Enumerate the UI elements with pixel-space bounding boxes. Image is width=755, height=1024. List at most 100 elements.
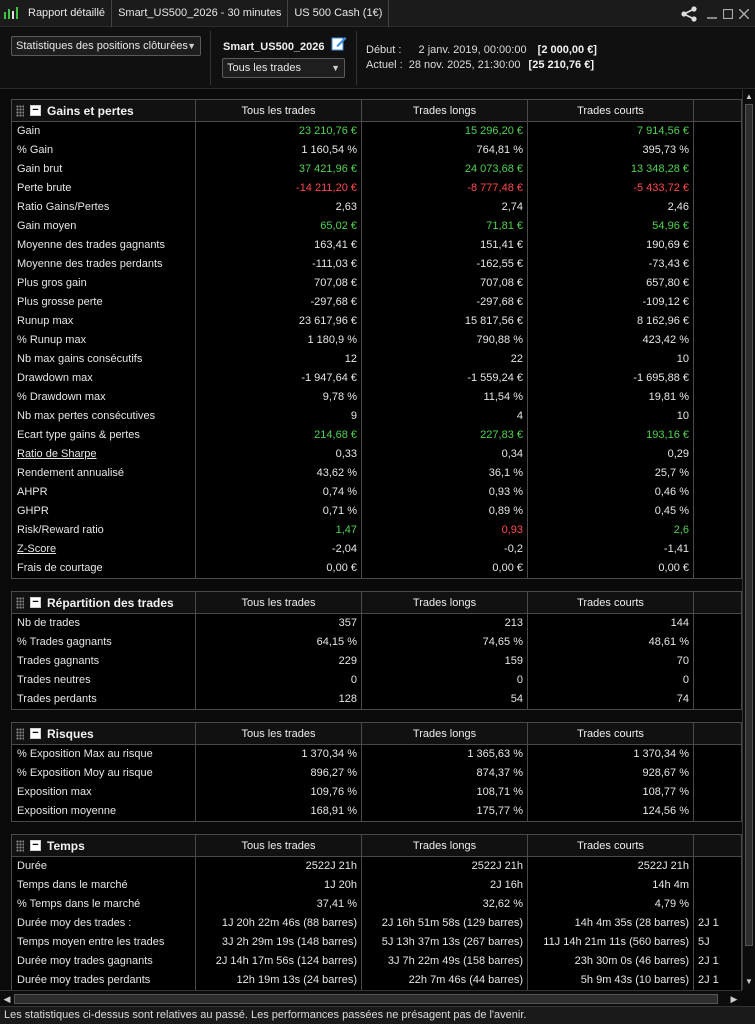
stat-label: Ratio Gains/Pertes [12, 198, 196, 217]
stat-label: Plus gros gain [12, 274, 196, 293]
statistics-view-select[interactable]: Statistiques des positions clôturées ▼ [11, 36, 201, 56]
stat-value: 37,41 % [196, 895, 362, 914]
column-header: Trades courts [528, 723, 694, 744]
column-header: Tous les trades [196, 723, 362, 744]
drag-handle-icon[interactable] [16, 727, 24, 740]
stat-value: 0 [528, 671, 694, 690]
section-title-cell: − Temps [12, 835, 196, 856]
stat-row: Ratio de Sharpe 0,33 0,34 0,29 [12, 445, 741, 464]
stat-value-overflow [694, 521, 741, 540]
column-header-overflow [694, 100, 741, 121]
stat-label: Temps dans le marché [12, 876, 196, 895]
stat-value-overflow [694, 407, 741, 426]
stat-label: Trades perdants [12, 690, 196, 709]
stat-row: Durée 2522J 21h 2522J 21h 2522J 21h [12, 857, 741, 876]
drag-handle-icon[interactable] [16, 104, 24, 117]
minimize-icon[interactable] [705, 0, 719, 27]
stat-value: 0,00 € [362, 559, 528, 578]
stat-value-overflow [694, 857, 741, 876]
stat-value-overflow [694, 464, 741, 483]
stat-value: 19,81 % [528, 388, 694, 407]
stat-label: % Gain [12, 141, 196, 160]
stat-value: 1 160,54 % [196, 141, 362, 160]
stat-row: Nb de trades 357 213 144 [12, 614, 741, 633]
stat-value: 5J 13h 37m 13s (267 barres) [362, 933, 528, 952]
stat-value: 168,91 % [196, 802, 362, 821]
stat-value: 7 914,56 € [528, 122, 694, 141]
stat-row: % Drawdown max 9,78 % 11,54 % 19,81 % [12, 388, 741, 407]
stat-value-overflow [694, 122, 741, 141]
stat-label: % Runup max [12, 331, 196, 350]
vertical-scrollbar[interactable]: ▲ ▼ [742, 90, 755, 990]
trades-filter-select[interactable]: Tous les trades ▼ [222, 58, 345, 78]
stat-row: Nb max gains consécutifs 12 22 10 [12, 350, 741, 369]
stat-label: Moyenne des trades gagnants [12, 236, 196, 255]
stat-row: Temps moyen entre les trades 3J 2h 29m 19… [12, 933, 741, 952]
stat-value-overflow [694, 217, 741, 236]
column-header: Tous les trades [196, 592, 362, 613]
scroll-down-icon[interactable]: ▼ [745, 977, 753, 986]
stat-value: -162,55 € [362, 255, 528, 274]
close-icon[interactable] [737, 0, 751, 27]
stat-value-overflow [694, 141, 741, 160]
drag-handle-icon[interactable] [16, 839, 24, 852]
section-title-cell: − Risques [12, 723, 196, 744]
stat-row: Plus gros gain 707,08 €707,08 €657,80 € [12, 274, 741, 293]
stat-value: 707,08 € [362, 274, 528, 293]
stat-row: Frais de courtage 0,00 €0,00 €0,00 € [12, 559, 741, 578]
scroll-left-icon[interactable]: ◀ [3, 994, 11, 1004]
stat-value-overflow [694, 293, 741, 312]
stat-value-overflow: 5J [698, 936, 710, 948]
vertical-scroll-thumb[interactable] [745, 104, 753, 946]
stat-value-overflow [694, 895, 741, 914]
stat-value: 0,93 [362, 521, 528, 540]
stat-row: Drawdown max -1 947,64 € -1 559,24 € -1 695… [12, 369, 741, 388]
collapse-icon[interactable]: − [30, 105, 41, 116]
stat-value-overflow [694, 426, 741, 445]
stat-row: Rendement annualisé 43,62 % 36,1 % 25,7 % [12, 464, 741, 483]
collapse-icon[interactable]: − [30, 728, 41, 739]
stat-row: Nb max pertes consécutives 9 4 10 [12, 407, 741, 426]
stat-value: 764,81 % [362, 141, 528, 160]
maximize-icon[interactable] [721, 0, 735, 27]
stat-label: Gain [12, 122, 196, 141]
stat-value: 12h 19m 13s (24 barres) [196, 971, 362, 990]
stat-label: Runup max [12, 312, 196, 331]
stat-value: 896,27 % [196, 764, 362, 783]
section-title: Temps [47, 838, 85, 853]
share-icon[interactable] [678, 0, 700, 27]
stat-value: 1J 20h 22m 46s (88 barres) [196, 914, 362, 933]
stats-section: − Risques Tous les trades Trades longs Trade… [11, 722, 742, 822]
stat-value: 128 [196, 690, 362, 709]
stat-label: Ecart type gains & pertes [12, 426, 196, 445]
stat-value: 928,67 % [528, 764, 694, 783]
current-date-line: Actuel : 28 nov. 2025, 21:30:00 [25 210,… [366, 59, 594, 71]
stat-value-overflow [694, 876, 741, 895]
scroll-right-icon[interactable]: ▶ [730, 994, 738, 1004]
section-title-cell: − Répartition des trades [12, 592, 196, 613]
stat-value: -109,12 € [528, 293, 694, 312]
scroll-up-icon[interactable]: ▲ [745, 92, 753, 101]
stat-row: % Gain 1 160,54 % 764,81 % 395,73 % [12, 141, 741, 160]
title-bar: Rapport détaillé Smart_US500_2026 - 30 m… [0, 0, 755, 27]
stat-label: AHPR [12, 483, 196, 502]
collapse-icon[interactable]: − [30, 840, 41, 851]
stat-value: 1,47 [196, 521, 362, 540]
stat-value: -111,03 € [196, 255, 362, 274]
stat-row: Durée moy trades perdants 12h 19m 13s (24… [12, 971, 741, 990]
stat-value: 2J 16h 51m 58s (129 barres) [362, 914, 528, 933]
horizontal-scroll-thumb[interactable] [14, 994, 718, 1004]
stat-label: Nb max pertes consécutives [12, 407, 196, 426]
current-capital: [25 210,76 €] [528, 59, 594, 71]
trades-filter-label: Tous les trades [227, 62, 301, 74]
stat-label: % Drawdown max [12, 388, 196, 407]
stat-value: 12 [196, 350, 362, 369]
horizontal-scrollbar[interactable]: ◀ ▶ [0, 990, 742, 1006]
stat-value: 0,46 % [528, 483, 694, 502]
stat-value: 0,71 % [196, 502, 362, 521]
stat-value: 0,45 % [528, 502, 694, 521]
section-header: − Gains et pertes Tous les trades Trades lo… [12, 100, 741, 122]
collapse-icon[interactable]: − [30, 597, 41, 608]
edit-icon[interactable] [331, 35, 347, 51]
drag-handle-icon[interactable] [16, 596, 24, 609]
